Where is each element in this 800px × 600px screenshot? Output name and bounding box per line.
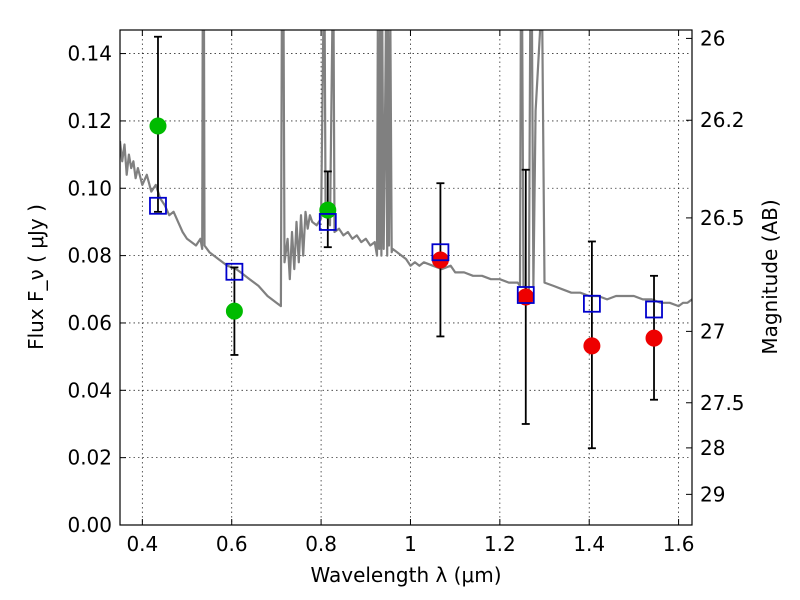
x-tick-label: 1.2 — [484, 532, 516, 556]
magnitude-tick-label: 28 — [700, 436, 725, 460]
grid — [120, 30, 692, 526]
magnitude-tick-label: 27 — [700, 319, 725, 343]
x-axis-ticks: 0.4 0.6 0.8 1 1.2 1.4 1.6 — [126, 30, 695, 556]
model-photometry-square — [225, 262, 244, 281]
y-tick-label: 0.00 — [67, 513, 112, 537]
x-tick-label: 0.4 — [126, 532, 158, 556]
magnitude-tick-label: 27.5 — [700, 391, 745, 415]
x-tick-label: 0.8 — [305, 532, 337, 556]
y-axis-label: Flux F_ν ( μJy ) — [24, 204, 48, 350]
y-axis-ticks: 0.00 0.02 0.04 0.06 0.08 0.10 0.12 0.14 — [67, 42, 126, 537]
plot-frame — [119, 29, 693, 526]
magnitude-tick-label: 26.5 — [700, 206, 745, 230]
magnitude-tick-label: 26 — [700, 26, 725, 50]
x-axis-label: Wavelength λ (μm) — [310, 563, 501, 587]
model-photometry-square — [583, 294, 601, 313]
model-photometry-square — [149, 196, 167, 215]
error-bars — [153, 35, 659, 450]
green-data-point — [319, 201, 337, 219]
model-spectrum-line — [120, 30, 692, 308]
magnitude-tick-label: 29 — [700, 482, 725, 506]
model-spectrum — [120, 30, 692, 308]
x-tick-label: 1 — [404, 532, 417, 556]
magnitude-tick-label: 26.2 — [700, 108, 745, 132]
x-tick-label: 0.6 — [216, 532, 248, 556]
green-data-point — [149, 117, 167, 135]
y-tick-label: 0.08 — [67, 244, 112, 268]
x-tick-label: 1.6 — [663, 532, 695, 556]
x-tick-label: 1.4 — [573, 532, 605, 556]
model-photometry-square — [516, 286, 535, 304]
green-data-point — [225, 302, 243, 320]
data-points — [149, 117, 663, 355]
magnitude-axis-label: Magnitude (AB) — [758, 199, 782, 354]
y-tick-label: 0.02 — [67, 446, 112, 470]
y-tick-label: 0.12 — [67, 109, 112, 133]
model-photometry-square — [645, 300, 663, 319]
red-data-point — [645, 329, 663, 347]
model-photometry-square — [431, 243, 450, 262]
y-tick-label: 0.14 — [67, 42, 112, 66]
y-tick-label: 0.04 — [67, 378, 112, 402]
red-data-point — [583, 337, 601, 355]
magnitude-axis-ticks: 26 26.2 26.5 27 27.5 28 29 — [686, 26, 745, 506]
y-tick-label: 0.10 — [67, 176, 112, 200]
model-photometry-square — [318, 213, 337, 231]
y-tick-label: 0.06 — [67, 311, 112, 335]
